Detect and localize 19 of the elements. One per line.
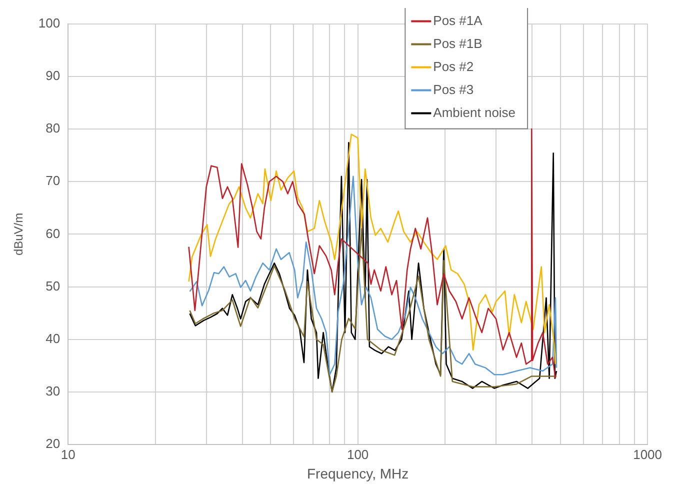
y-tick-label: 60	[46, 226, 60, 241]
legend-label: Pos #2	[433, 58, 474, 74]
y-tick-label: 20	[46, 436, 60, 452]
y-tick-label: 40	[46, 330, 60, 346]
legend-label: Pos #1A	[433, 12, 483, 28]
y-tick-label: 50	[46, 278, 60, 294]
legend-label: Pos #3	[433, 82, 474, 97]
legend-label: Ambient noise	[433, 104, 516, 120]
y-axis-title: dBuV/m	[12, 212, 26, 256]
x-axis-title: Frequency, MHz	[306, 465, 409, 482]
legend-label: Pos #1B	[433, 36, 482, 51]
y-tick-label: 70	[46, 173, 60, 188]
x-tick-label: 100	[346, 446, 369, 462]
y-tick-label: 30	[46, 384, 60, 399]
x-tick-label: 10	[60, 446, 76, 462]
y-tick-label: 90	[46, 68, 60, 83]
y-tick-label: 80	[46, 120, 60, 136]
y-tick-label: 100	[38, 15, 60, 30]
x-tick-label: 1000	[633, 446, 662, 462]
